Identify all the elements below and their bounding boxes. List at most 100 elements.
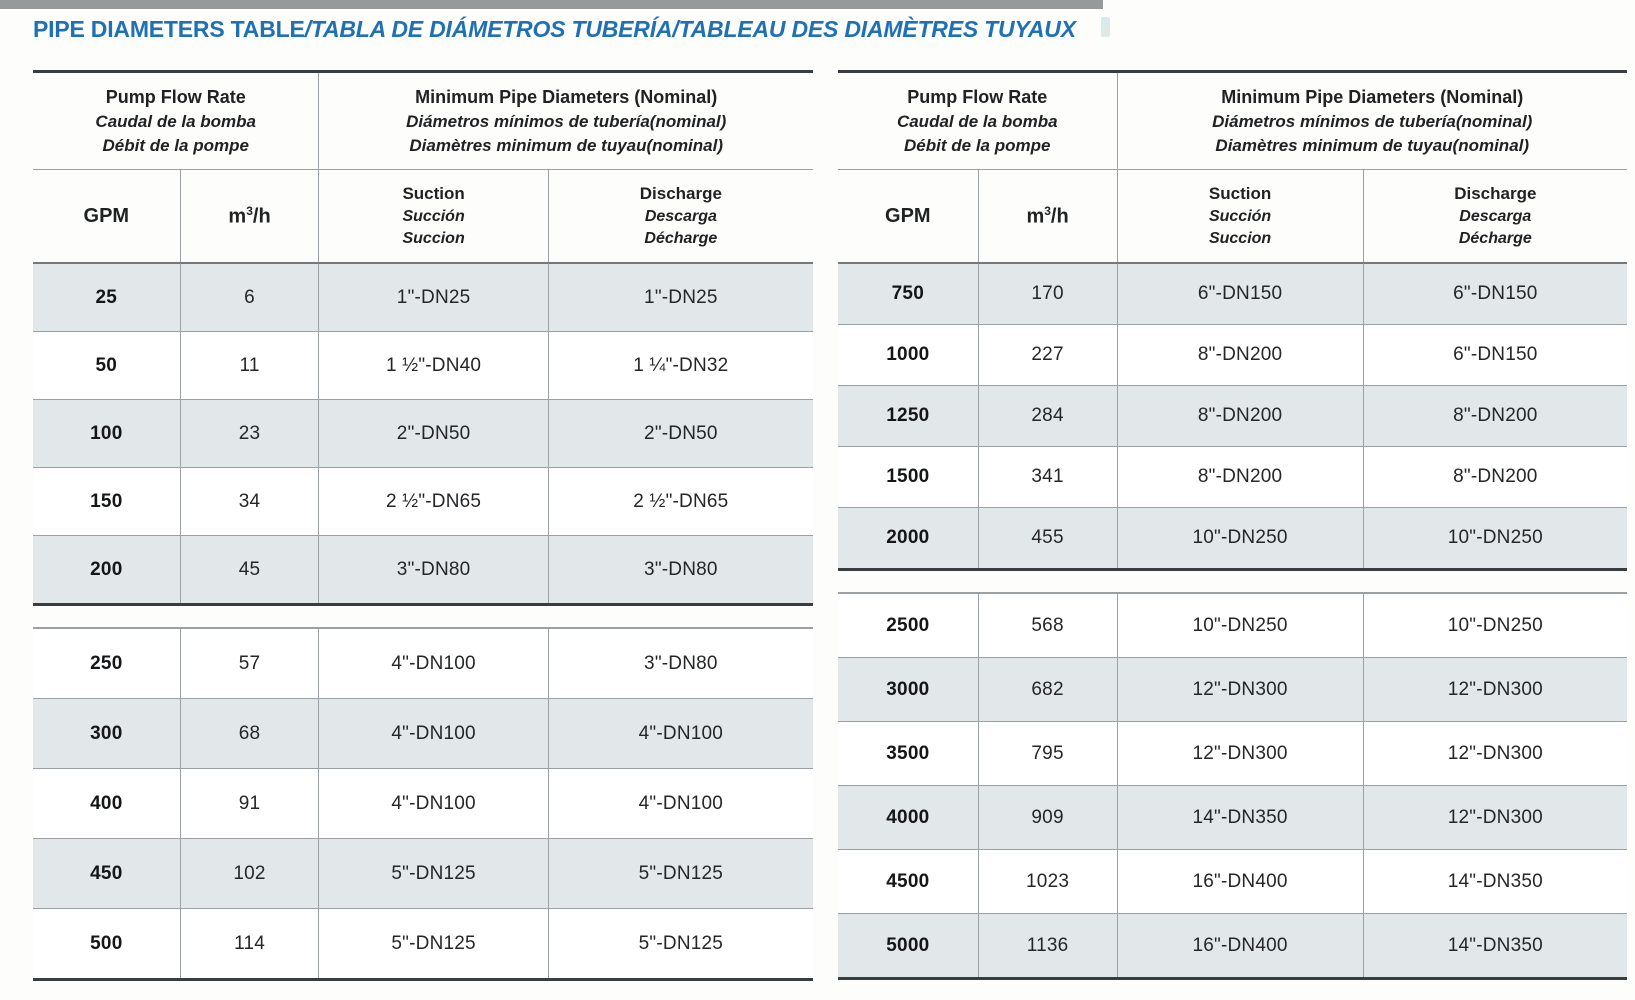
table-row: 4000 909 14"-DN350 12"-DN300 <box>838 785 1627 849</box>
header-min-pipe-diameters: Minimum Pipe Diameters (Nominal) Diámetr… <box>1116 73 1627 170</box>
m3h-cell: 341 <box>977 447 1117 507</box>
suction-cell: 5"-DN125 <box>318 909 547 978</box>
table-row: 50 11 1 ½"-DN40 1 ¼"-DN32 <box>33 331 813 399</box>
header-text-en: Pump Flow Rate <box>907 86 1048 107</box>
table-row: 500 114 5"-DN125 5"-DN125 <box>33 908 813 978</box>
header-text-en: Discharge <box>639 184 722 204</box>
table-header: Pump Flow Rate Caudal de la bomba Débit … <box>838 70 1627 262</box>
gpm-cell: 1250 <box>886 405 930 426</box>
suction-cell: 1"-DN25 <box>318 264 547 331</box>
suction-cell: 12"-DN300 <box>1116 722 1363 785</box>
m3h-cell: 568 <box>977 594 1117 657</box>
suction-cell: 1 ½"-DN40 <box>318 332 547 399</box>
m3h-cell: 795 <box>977 722 1117 785</box>
header-min-pipe-diameters: Minimum Pipe Diameters (Nominal) Diámetr… <box>318 73 813 170</box>
gpm-cell: 3500 <box>886 742 930 764</box>
page-title-main: PIPE DIAMETERS TABLE <box>33 16 305 42</box>
table-section-upper: 25 6 1"-DN25 1"-DN25 50 11 1 ½"-DN40 1 ¼"-DN32 1… <box>33 262 813 606</box>
scan-edge-strip <box>0 0 1103 9</box>
gpm-cell: 3000 <box>886 678 930 700</box>
table-section-lower: 2500 568 10"-DN250 10"-DN250 3000 682 12"-DN30… <box>838 592 1627 980</box>
page-title-translations: /TABLA DE DIÁMETROS TUBERÍA/TABLEAU DES … <box>304 16 1076 42</box>
header-text-fr: Décharge <box>644 229 718 247</box>
suction-cell: 2"-DN50 <box>318 400 547 467</box>
table-row: 750 170 6"-DN150 6"-DN150 <box>838 264 1627 324</box>
header-m3h: m3/h <box>179 170 319 262</box>
gpm-cell: 200 <box>90 558 123 580</box>
header-text-en: Pump Flow Rate <box>105 86 246 107</box>
m3h-cell: 909 <box>977 786 1117 849</box>
suction-cell: 16"-DN400 <box>1116 914 1363 977</box>
discharge-cell: 10"-DN250 <box>1362 508 1627 568</box>
discharge-cell: 5"-DN125 <box>547 909 813 978</box>
m3h-cell: 1023 <box>977 850 1117 913</box>
suction-cell: 16"-DN400 <box>1116 850 1363 913</box>
header-text-fr: Diamètres minimum de tuyau(nominal) <box>1215 135 1530 155</box>
discharge-cell: 14"-DN350 <box>1362 850 1627 913</box>
m3h-cell: 114 <box>179 909 319 978</box>
header-text-fr: Diamètres minimum de tuyau(nominal) <box>409 135 724 155</box>
suction-cell: 12"-DN300 <box>1116 658 1363 721</box>
table-row: 450 102 5"-DN125 5"-DN125 <box>33 838 813 908</box>
gpm-cell: 25 <box>95 286 118 308</box>
header-text-es: Descarga <box>644 207 717 225</box>
suction-cell: 4"-DN100 <box>318 699 547 768</box>
header-text-en: Suction <box>402 184 465 204</box>
discharge-cell: 3"-DN80 <box>547 536 813 603</box>
header-text-fr: Succion <box>1208 229 1272 247</box>
header-text-fr: Succion <box>402 229 465 247</box>
header-discharge: Discharge Descarga Décharge <box>547 170 813 262</box>
header-text-es: Succión <box>402 207 465 225</box>
page-title: PIPE DIAMETERS TABLE/TABLA DE DIÁMETROS … <box>33 16 1076 43</box>
table-row: 5000 1136 16"-DN400 14"-DN350 <box>838 913 1627 977</box>
gpm-cell: 450 <box>90 862 123 884</box>
header-text-fr: Débit de la pompe <box>904 135 1051 155</box>
m3h-cell: 57 <box>179 629 319 698</box>
discharge-cell: 5"-DN125 <box>547 839 813 908</box>
suction-cell: 10"-DN250 <box>1116 594 1363 657</box>
gpm-cell: 2500 <box>886 614 930 636</box>
header-gpm: GPM <box>838 170 978 262</box>
discharge-cell: 1"-DN25 <box>547 264 813 331</box>
discharge-cell: 6"-DN150 <box>1362 325 1627 385</box>
m3h-cell: 284 <box>977 386 1117 446</box>
header-text-es: Diámetros mínimos de tubería(nominal) <box>1212 112 1533 132</box>
header-pump-flow-rate: Pump Flow Rate Caudal de la bomba Débit … <box>838 73 1117 170</box>
discharge-cell: 6"-DN150 <box>1362 264 1627 324</box>
table-row: 400 91 4"-DN100 4"-DN100 <box>33 768 813 838</box>
suction-cell: 5"-DN125 <box>318 839 547 908</box>
discharge-cell: 12"-DN300 <box>1362 658 1627 721</box>
m3h-cell: 34 <box>179 468 319 535</box>
gpm-cell: 750 <box>891 283 924 304</box>
header-text-fr: Débit de la pompe <box>102 135 249 155</box>
suction-cell: 8"-DN200 <box>1116 447 1363 507</box>
scan-artifact-speck <box>1101 17 1110 37</box>
pipe-table-low-flow: Pump Flow Rate Caudal de la bomba Débit … <box>33 70 813 981</box>
header-pump-flow-rate: Pump Flow Rate Caudal de la bomba Débit … <box>33 73 319 170</box>
discharge-cell: 8"-DN200 <box>1362 386 1627 446</box>
suction-cell: 8"-DN200 <box>1116 325 1363 385</box>
m3h-cell: 68 <box>179 699 319 768</box>
discharge-cell: 1 ¼"-DN32 <box>547 332 813 399</box>
gpm-cell: 400 <box>90 792 123 814</box>
m3h-cell: 91 <box>179 769 319 838</box>
header-text-es: Diámetros mínimos de tubería(nominal) <box>406 112 727 132</box>
discharge-cell: 4"-DN100 <box>547 699 813 768</box>
table-row: 300 68 4"-DN100 4"-DN100 <box>33 698 813 768</box>
gpm-cell: 50 <box>95 354 118 376</box>
m3h-cell: 11 <box>179 332 319 399</box>
m3h-cell: 45 <box>179 536 319 603</box>
discharge-cell: 8"-DN200 <box>1362 447 1627 507</box>
header-text-fr: Décharge <box>1458 229 1532 247</box>
table-row: 150 34 2 ½"-DN65 2 ½"-DN65 <box>33 467 813 535</box>
header-suction: Suction Succión Succion <box>318 170 547 262</box>
gpm-cell: 5000 <box>886 934 930 956</box>
table-row: 3500 795 12"-DN300 12"-DN300 <box>838 721 1627 785</box>
m3h-cell: 455 <box>977 508 1117 568</box>
table-row: 3000 682 12"-DN300 12"-DN300 <box>838 657 1627 721</box>
m3h-cell: 6 <box>179 264 319 331</box>
suction-cell: 3"-DN80 <box>318 536 547 603</box>
discharge-cell: 12"-DN300 <box>1362 722 1627 785</box>
header-text-en: Discharge <box>1454 184 1537 204</box>
discharge-cell: 14"-DN350 <box>1362 914 1627 977</box>
